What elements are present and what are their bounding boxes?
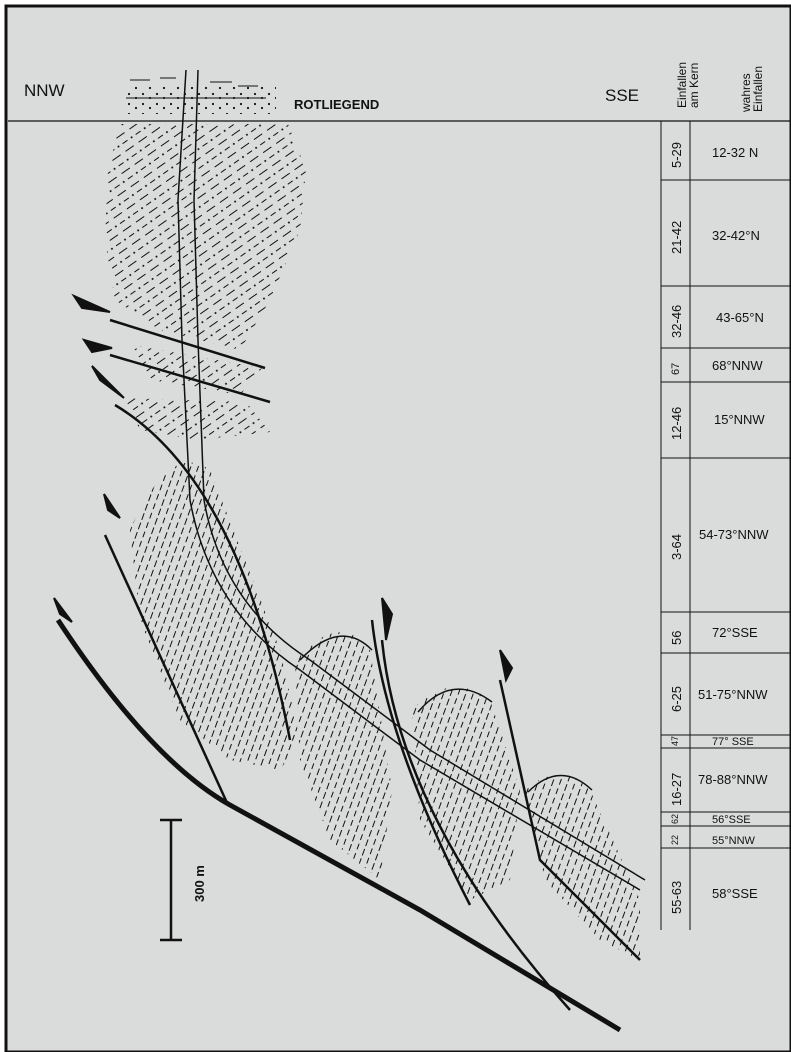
core-dip-row: 16-27 (669, 773, 684, 806)
svg-text:wahres: wahres (739, 73, 753, 113)
true-dip-row: 55°NNW (712, 835, 756, 847)
core-dip-row: 62 (670, 814, 680, 824)
true-dip-row: 32-42°N (712, 228, 760, 243)
rotliegend-strip (124, 77, 276, 114)
true-dip-row: 56°SSE (712, 814, 751, 826)
core-dip-row: 32-46 (669, 305, 684, 338)
fault-arrows (53, 293, 514, 684)
true-dip-row: 12-32 N (712, 145, 758, 160)
core-dip-row: 12-46 (669, 407, 684, 440)
core-dip-row: 3-64 (669, 534, 684, 560)
true-dip-row: 72°SSE (712, 625, 758, 640)
svg-text:Einfallen: Einfallen (751, 66, 765, 112)
true-dip-header: wahres Einfallen (739, 66, 765, 113)
core-dip-row: 55-63 (669, 881, 684, 914)
true-dip-values: 12-32 N 32-42°N 43-65°N 68°NNW 15°NNW 54… (698, 145, 769, 901)
core-dip-row: 6-25 (669, 686, 684, 712)
core-dip-row: 67 (670, 363, 682, 375)
folded-strata (130, 462, 640, 960)
core-dip-row: 21-42 (669, 221, 684, 254)
true-dip-row: 77° SSE (712, 736, 754, 748)
true-dip-row: 58°SSE (712, 886, 758, 901)
core-dip-values: 5-29 21-42 32-46 67 12-46 3-64 56 6-25 4… (669, 142, 684, 914)
upper-sandstone-body (105, 124, 306, 350)
dip-core-header: Einfallen am Kern (675, 62, 701, 108)
true-dip-row: 51-75°NNW (698, 687, 768, 702)
true-dip-row: 15°NNW (714, 412, 765, 427)
fault-lines (103, 318, 641, 1011)
core-dip-row: 47 (670, 736, 680, 746)
svg-text:am Kern: am Kern (687, 63, 701, 108)
core-dip-row: 22 (670, 835, 680, 845)
rotliegend-label: ROTLIEGEND (294, 97, 379, 112)
true-dip-row: 78-88°NNW (698, 772, 768, 787)
scale-bar (160, 818, 182, 942)
true-dip-row: 54-73°NNW (699, 527, 769, 542)
direction-sse-label: SSE (605, 86, 639, 105)
true-dip-row: 43-65°N (716, 310, 764, 325)
dip-table-grid (660, 121, 791, 930)
svg-text:Einfallen: Einfallen (675, 62, 689, 108)
true-dip-row: 68°NNW (712, 358, 763, 373)
main-thrust-fault (55, 618, 622, 1033)
core-dip-row: 5-29 (669, 142, 684, 168)
fault-block-middle (125, 345, 270, 440)
direction-nnw-label: NNW (24, 81, 65, 100)
core-dip-row: 56 (669, 631, 684, 645)
scale-bar-label: 300 m (192, 865, 207, 902)
borehole (177, 69, 646, 891)
